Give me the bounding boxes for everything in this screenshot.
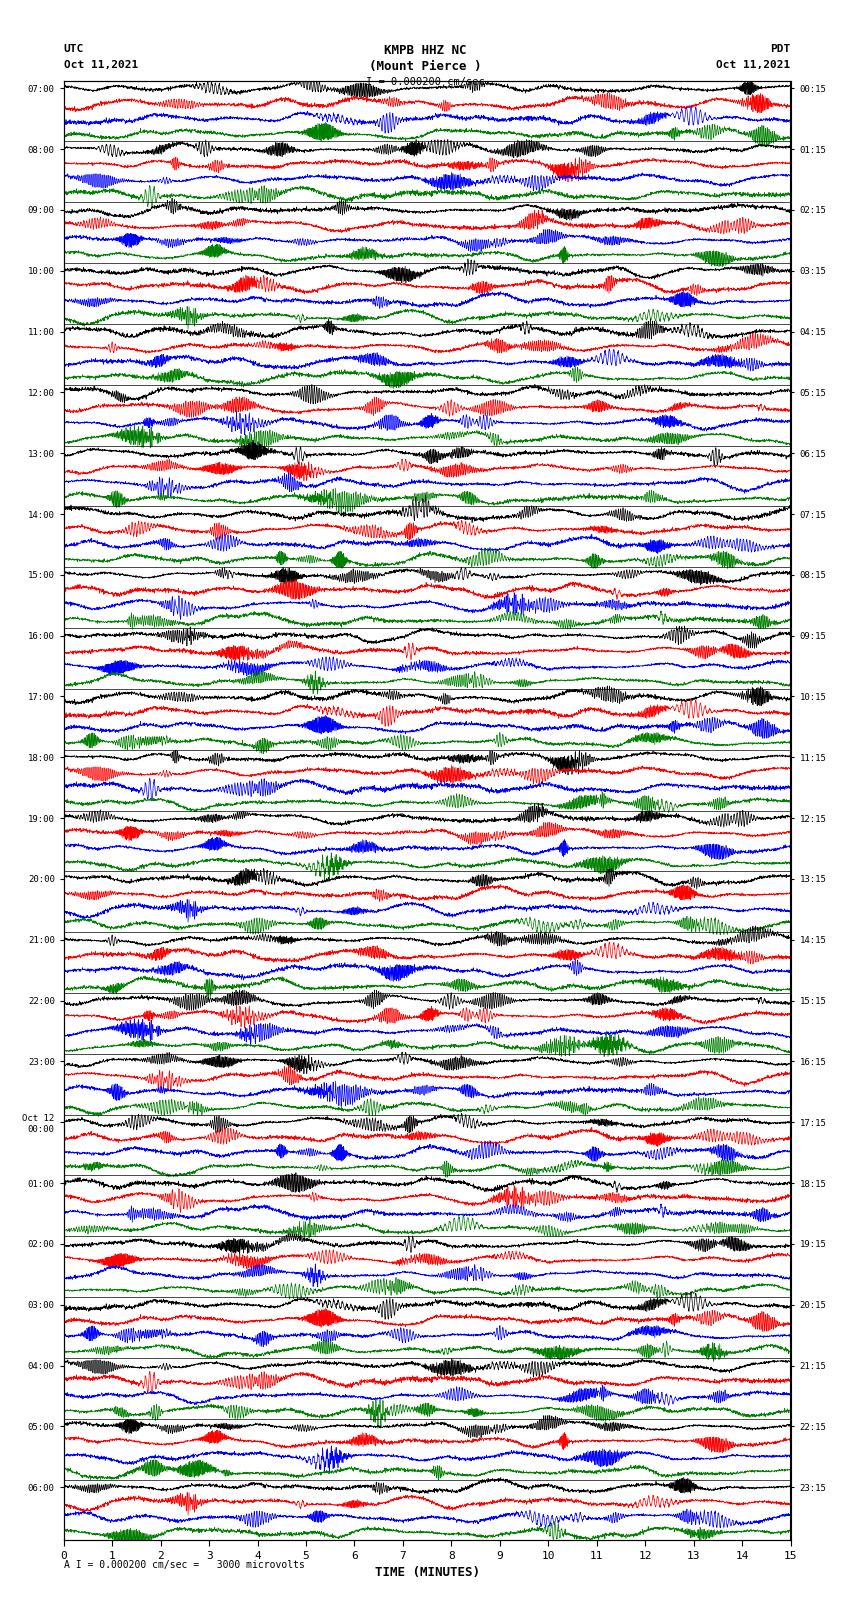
Text: UTC: UTC bbox=[64, 44, 84, 53]
Text: (Mount Pierce ): (Mount Pierce ) bbox=[369, 60, 481, 73]
Text: I = 0.000200 cm/sec: I = 0.000200 cm/sec bbox=[366, 77, 484, 87]
X-axis label: TIME (MINUTES): TIME (MINUTES) bbox=[375, 1566, 479, 1579]
Text: PDT: PDT bbox=[770, 44, 790, 53]
Text: A I = 0.000200 cm/sec =   3000 microvolts: A I = 0.000200 cm/sec = 3000 microvolts bbox=[64, 1560, 304, 1569]
Text: Oct 11,2021: Oct 11,2021 bbox=[717, 60, 790, 69]
Text: KMPB HHZ NC: KMPB HHZ NC bbox=[383, 44, 467, 56]
Text: Oct 11,2021: Oct 11,2021 bbox=[64, 60, 138, 69]
